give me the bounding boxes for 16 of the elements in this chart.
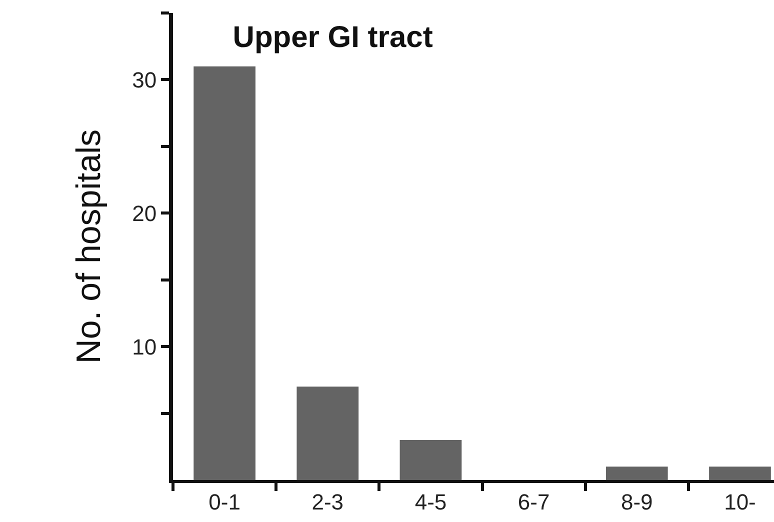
x-tick-label: 2-3 xyxy=(312,489,344,514)
bar xyxy=(296,386,359,480)
y-tick-label: 20 xyxy=(132,200,157,226)
bar xyxy=(194,66,256,480)
x-tick-label: 4-5 xyxy=(414,489,447,514)
x-tick-label: 8-9 xyxy=(620,489,653,514)
y-axis-title: No. of hospitals xyxy=(70,129,108,364)
bar xyxy=(709,466,771,480)
x-tick-label: 10- xyxy=(724,489,756,514)
y-tick-label: 30 xyxy=(132,67,157,92)
y-tick-label: 10 xyxy=(132,334,157,360)
x-tick-label: 0-1 xyxy=(208,489,240,514)
bar xyxy=(400,440,462,480)
chart-title: Upper GI tract xyxy=(232,21,433,54)
bar xyxy=(606,466,668,480)
x-tick-label: 6-7 xyxy=(518,489,550,514)
